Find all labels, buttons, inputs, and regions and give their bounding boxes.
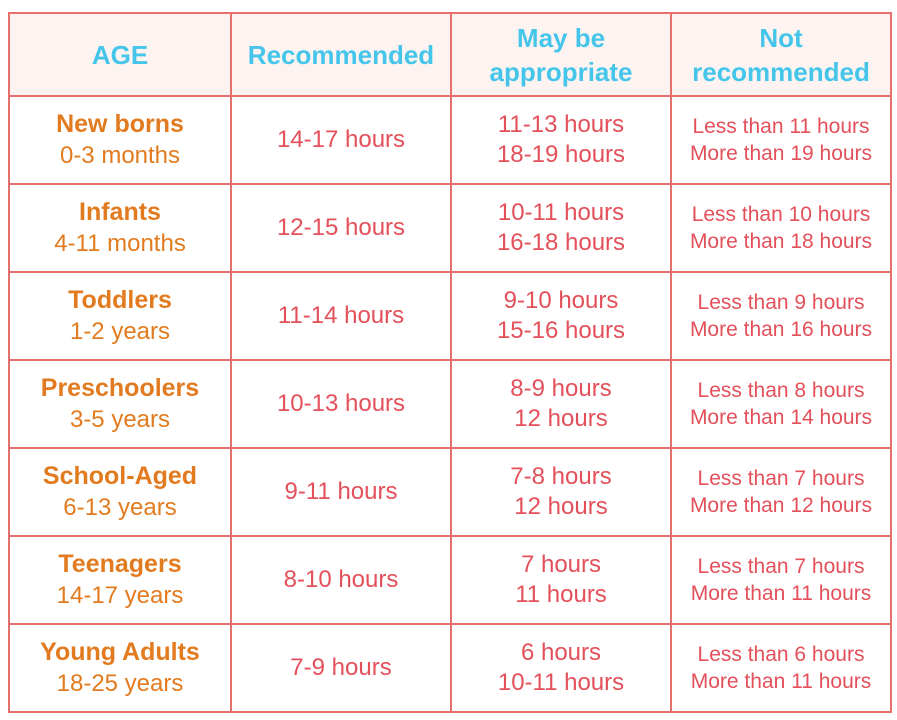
may-be-value-low: 10-11 hours [497, 199, 625, 226]
recommended-cell: 14-17 hours [230, 95, 452, 185]
age-group-range: 14-17 years [56, 582, 184, 609]
may-be-appropriate-cell: 7 hours 11 hours [450, 535, 672, 625]
may-be-appropriate-cell: 11-13 hours 18-19 hours [450, 95, 672, 185]
table-row: School-Aged 6-13 years 9-11 hours 7-8 ho… [8, 447, 892, 537]
header-recommended-label: Recommended [247, 39, 435, 70]
header-recommended: Recommended [230, 12, 452, 97]
table-row: Preschoolers 3-5 years 10-13 hours 8-9 h… [8, 359, 892, 449]
table-row: Teenagers 14-17 years 8-10 hours 7 hours… [8, 535, 892, 625]
age-cell: School-Aged 6-13 years [8, 447, 232, 537]
recommended-value: 14-17 hours [276, 126, 406, 153]
not-recommended-less: Less than 7 hours [697, 467, 865, 490]
header-not-line2: recommended [692, 56, 870, 87]
age-cell: Toddlers 1-2 years [8, 271, 232, 361]
not-recommended-more: More than 11 hours [690, 670, 872, 693]
recommended-value: 9-11 hours [284, 478, 398, 505]
not-recommended-less: Less than 9 hours [697, 291, 865, 314]
not-recommended-more: More than 14 hours [689, 406, 873, 429]
age-group-range: 4-11 months [54, 230, 186, 257]
recommended-cell: 9-11 hours [230, 447, 452, 537]
not-recommended-more: More than 16 hours [689, 318, 873, 341]
age-group-range: 18-25 years [56, 670, 184, 697]
not-recommended-less: Less than 8 hours [697, 379, 865, 402]
header-may-be-line2: appropriate [489, 56, 633, 87]
table-row: New borns 0-3 months 14-17 hours 11-13 h… [8, 95, 892, 185]
recommended-cell: 7-9 hours [230, 623, 452, 713]
not-recommended-less: Less than 10 hours [691, 203, 871, 226]
header-not-recommended: Not recommended [670, 12, 892, 97]
may-be-appropriate-cell: 10-11 hours 16-18 hours [450, 183, 672, 273]
recommended-value: 11-14 hours [277, 302, 405, 329]
recommended-cell: 11-14 hours [230, 271, 452, 361]
table-row: Young Adults 18-25 years 7-9 hours 6 hou… [8, 623, 892, 713]
may-be-value-high: 18-19 hours [496, 141, 626, 168]
not-recommended-cell: Less than 7 hours More than 11 hours [670, 535, 892, 625]
age-group-name: School-Aged [42, 462, 198, 490]
may-be-appropriate-cell: 7-8 hours 12 hours [450, 447, 672, 537]
recommended-value: 7-9 hours [290, 654, 392, 681]
may-be-value-low: 7-8 hours [510, 463, 612, 490]
not-recommended-less: Less than 7 hours [697, 555, 865, 578]
age-group-range: 1-2 years [69, 318, 171, 345]
recommended-cell: 12-15 hours [230, 183, 452, 273]
header-may-be-line1: May be [516, 22, 606, 53]
recommended-cell: 8-10 hours [230, 535, 452, 625]
age-group-name: New borns [56, 110, 184, 138]
age-group-name: Young Adults [40, 638, 200, 666]
sleep-recommendations-table: AGE Recommended May be appropriate Not r… [8, 12, 892, 713]
header-age-label: AGE [91, 39, 149, 70]
may-be-appropriate-cell: 8-9 hours 12 hours [450, 359, 672, 449]
age-group-name: Teenagers [58, 550, 182, 578]
not-recommended-cell: Less than 7 hours More than 12 hours [670, 447, 892, 537]
age-cell: Infants 4-11 months [8, 183, 232, 273]
not-recommended-more: More than 11 hours [690, 582, 872, 605]
may-be-value-high: 10-11 hours [497, 669, 625, 696]
may-be-value-high: 15-16 hours [496, 317, 626, 344]
may-be-value-low: 6 hours [520, 639, 602, 666]
age-group-name: Toddlers [68, 286, 172, 314]
age-cell: Young Adults 18-25 years [8, 623, 232, 713]
may-be-appropriate-cell: 9-10 hours 15-16 hours [450, 271, 672, 361]
not-recommended-cell: Less than 6 hours More than 11 hours [670, 623, 892, 713]
may-be-value-low: 9-10 hours [503, 287, 619, 314]
header-row: AGE Recommended May be appropriate Not r… [8, 12, 892, 97]
table-body: New borns 0-3 months 14-17 hours 11-13 h… [8, 95, 892, 713]
age-group-range: 3-5 years [69, 406, 171, 433]
may-be-value-high: 12 hours [514, 405, 608, 432]
may-be-value-high: 16-18 hours [496, 229, 626, 256]
may-be-value-low: 8-9 hours [510, 375, 612, 402]
not-recommended-more: More than 12 hours [689, 494, 873, 517]
not-recommended-less: Less than 6 hours [697, 643, 865, 666]
table-row: Toddlers 1-2 years 11-14 hours 9-10 hour… [8, 271, 892, 361]
may-be-appropriate-cell: 6 hours 10-11 hours [450, 623, 672, 713]
age-cell: New borns 0-3 months [8, 95, 232, 185]
recommended-value: 8-10 hours [283, 566, 399, 593]
age-group-range: 0-3 months [59, 142, 181, 169]
not-recommended-cell: Less than 11 hours More than 19 hours [670, 95, 892, 185]
recommended-value: 12-15 hours [276, 214, 406, 241]
header-age: AGE [8, 12, 232, 97]
not-recommended-more: More than 18 hours [689, 230, 873, 253]
table-header: AGE Recommended May be appropriate Not r… [8, 12, 892, 97]
recommended-cell: 10-13 hours [230, 359, 452, 449]
not-recommended-cell: Less than 9 hours More than 16 hours [670, 271, 892, 361]
may-be-value-low: 11-13 hours [497, 111, 625, 138]
may-be-value-high: 12 hours [514, 493, 608, 520]
not-recommended-cell: Less than 10 hours More than 18 hours [670, 183, 892, 273]
header-may-be-appropriate: May be appropriate [450, 12, 672, 97]
recommended-value: 10-13 hours [276, 390, 406, 417]
not-recommended-cell: Less than 8 hours More than 14 hours [670, 359, 892, 449]
may-be-value-low: 7 hours [520, 551, 602, 578]
age-group-range: 6-13 years [63, 494, 177, 521]
not-recommended-less: Less than 11 hours [692, 115, 870, 138]
age-cell: Preschoolers 3-5 years [8, 359, 232, 449]
table-row: Infants 4-11 months 12-15 hours 10-11 ho… [8, 183, 892, 273]
age-group-name: Infants [79, 198, 161, 226]
header-not-line1: Not [759, 22, 803, 53]
age-group-name: Preschoolers [40, 374, 200, 402]
not-recommended-more: More than 19 hours [689, 142, 873, 165]
age-cell: Teenagers 14-17 years [8, 535, 232, 625]
may-be-value-high: 11 hours [515, 581, 607, 608]
